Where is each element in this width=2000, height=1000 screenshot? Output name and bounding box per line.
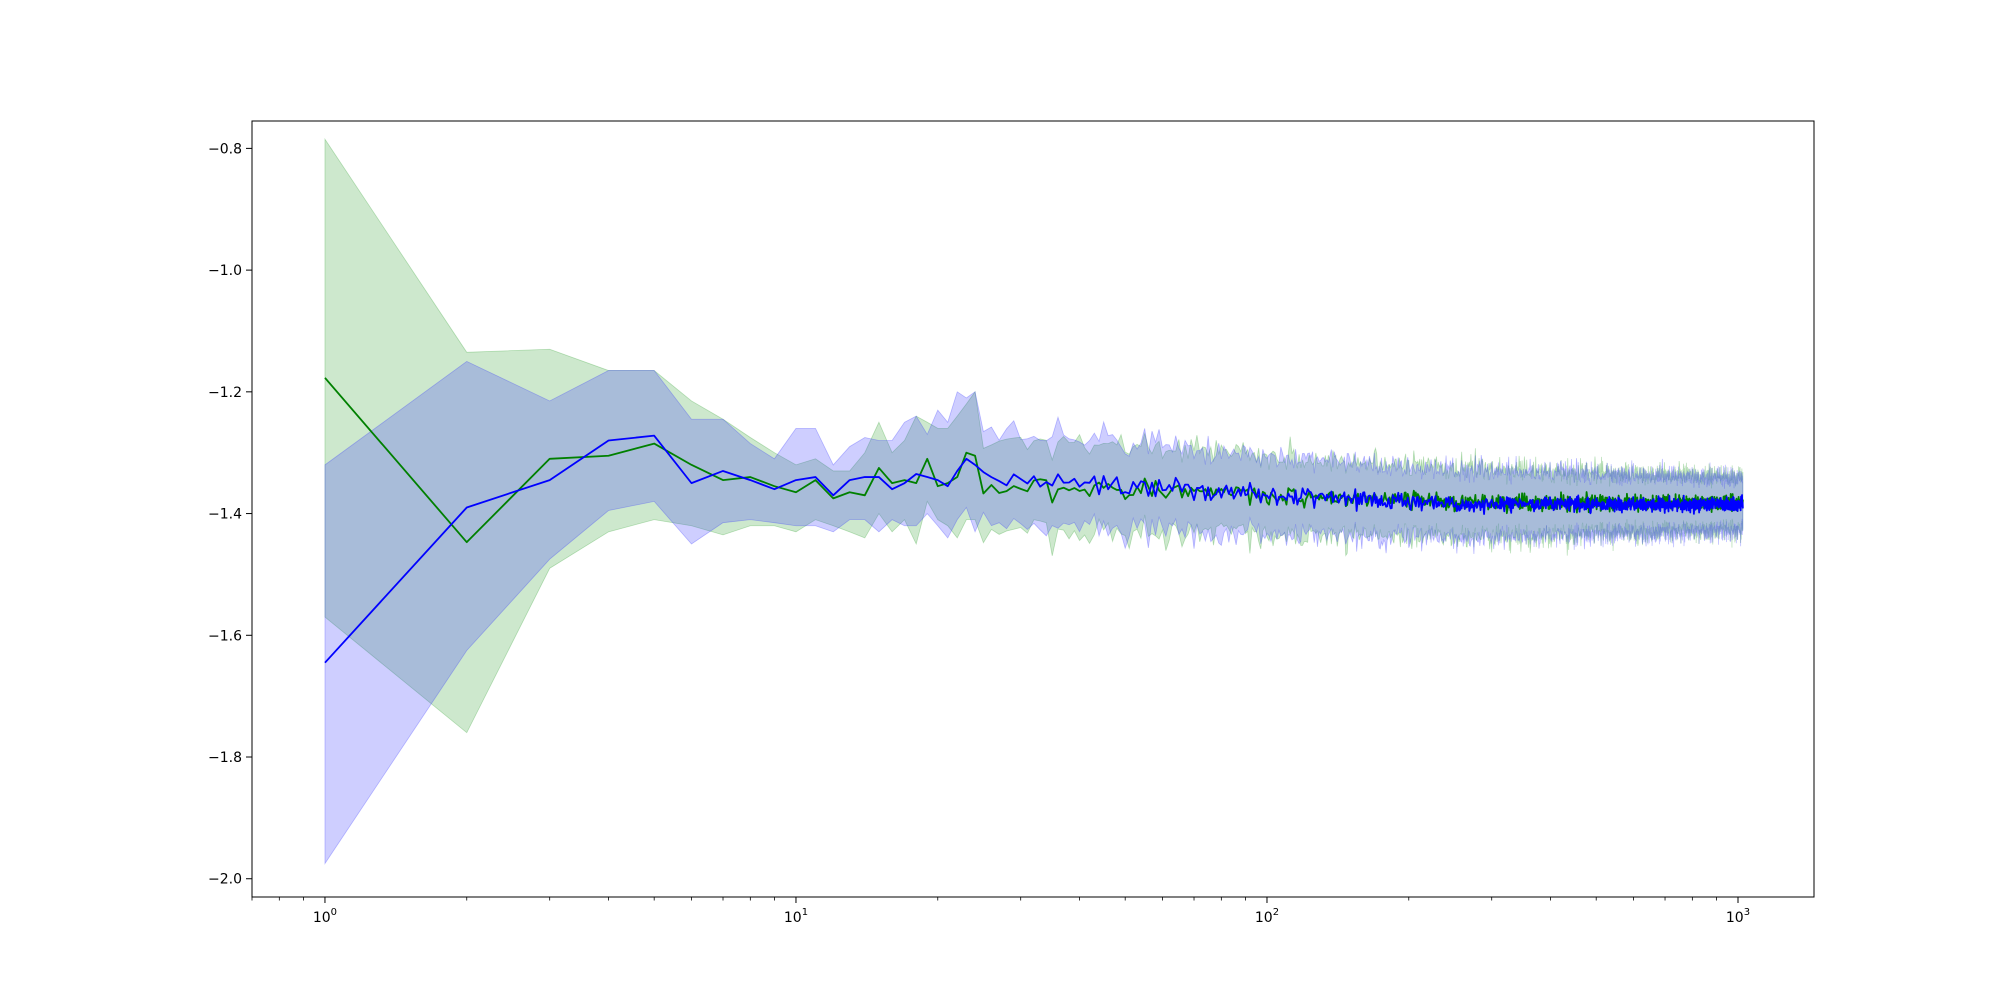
y-tick-label: −1.8	[208, 750, 242, 766]
plot-frame	[251, 120, 1815, 898]
series-lines	[324, 377, 1744, 664]
y-axis: −0.8 −1.0 −1.2 −1.4 −1.6 −1.8 −2.0	[208, 141, 252, 888]
confidence-band-1	[324, 137, 1744, 734]
x-axis: 100 101 102 103	[251, 897, 1750, 926]
x-tick-label: 102	[1255, 907, 1279, 926]
confidence-bands	[324, 137, 1744, 865]
y-tick-label: −2.0	[208, 872, 242, 888]
x-tick-label: 101	[784, 907, 808, 926]
y-tick-label: −1.4	[208, 507, 242, 523]
series-line-2	[324, 434, 1744, 664]
x-tick-label: 103	[1726, 907, 1750, 926]
confidence-band-2	[324, 360, 1744, 865]
y-tick-label: −1.2	[208, 385, 242, 401]
y-tick-label: −0.8	[208, 141, 242, 157]
y-tick-label: −1.0	[208, 263, 242, 279]
x-tick-label: 100	[313, 907, 337, 926]
y-tick-label: −1.6	[208, 628, 242, 644]
